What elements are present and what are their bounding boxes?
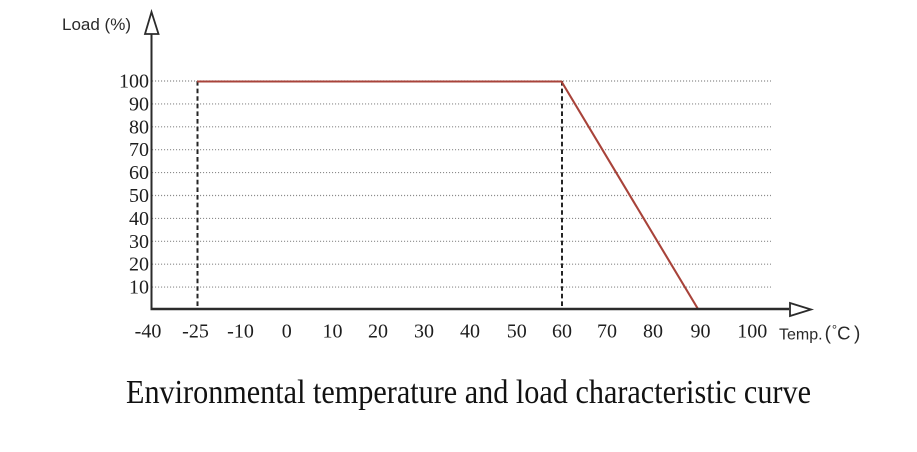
svg-text:10: 10 (129, 277, 149, 299)
svg-text:50: 50 (507, 321, 527, 343)
svg-text:90: 90 (691, 321, 711, 343)
svg-text:60: 60 (552, 321, 572, 343)
svg-text:Environmental temperature and: Environmental temperature and load chara… (126, 374, 811, 411)
svg-text:20: 20 (368, 321, 388, 343)
svg-text:30: 30 (414, 321, 434, 343)
svg-text:60: 60 (129, 162, 149, 184)
svg-text:0: 0 (282, 321, 292, 343)
svg-text:-10: -10 (227, 321, 254, 343)
svg-text:-40: -40 (135, 321, 162, 343)
svg-text:40: 40 (460, 321, 480, 343)
svg-text:70: 70 (597, 321, 617, 343)
svg-text:-25: -25 (182, 321, 209, 343)
svg-text:Temp.(°C): Temp. (°C) (779, 322, 860, 345)
svg-text:50: 50 (129, 185, 149, 207)
svg-text:100: 100 (119, 71, 149, 93)
svg-text:20: 20 (129, 254, 149, 276)
svg-text:90: 90 (129, 93, 149, 115)
svg-text:70: 70 (129, 139, 149, 161)
svg-text:30: 30 (129, 231, 149, 253)
svg-text:Load (%): Load (%) (62, 15, 131, 34)
svg-text:80: 80 (129, 116, 149, 138)
svg-text:10: 10 (323, 321, 343, 343)
svg-text:40: 40 (129, 208, 149, 230)
svg-text:80: 80 (643, 321, 663, 343)
svg-text:100: 100 (737, 321, 767, 343)
